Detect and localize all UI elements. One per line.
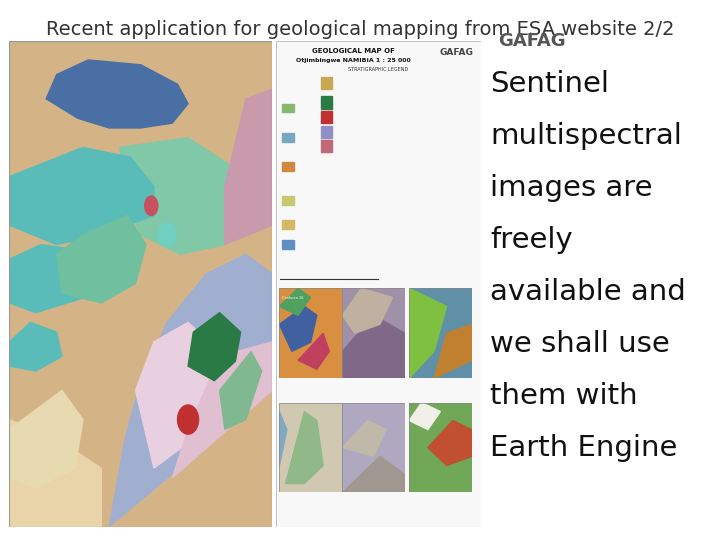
Text: GAFAG: GAFAG xyxy=(439,48,473,57)
Bar xyxy=(321,111,332,123)
Bar xyxy=(282,133,294,141)
Polygon shape xyxy=(9,147,154,245)
Bar xyxy=(282,240,294,248)
Text: available and: available and xyxy=(490,278,685,306)
Bar xyxy=(282,196,294,205)
Polygon shape xyxy=(409,288,446,378)
Polygon shape xyxy=(286,411,323,483)
Bar xyxy=(321,125,332,138)
Polygon shape xyxy=(9,322,62,371)
Text: GEOLOGICAL MAP OF: GEOLOGICAL MAP OF xyxy=(312,48,395,54)
Polygon shape xyxy=(279,411,287,465)
Polygon shape xyxy=(9,420,102,526)
Ellipse shape xyxy=(158,223,176,247)
Text: images are: images are xyxy=(490,174,652,202)
Bar xyxy=(282,220,294,229)
Bar xyxy=(282,162,294,171)
Text: we shall use: we shall use xyxy=(490,330,670,358)
Polygon shape xyxy=(343,456,405,492)
Polygon shape xyxy=(279,306,317,352)
Bar xyxy=(321,77,332,89)
Polygon shape xyxy=(135,322,225,468)
Ellipse shape xyxy=(145,196,158,215)
Polygon shape xyxy=(343,421,386,456)
Polygon shape xyxy=(9,390,83,488)
Text: STRATIGRAPHIC LEGEND: STRATIGRAPHIC LEGEND xyxy=(348,68,408,72)
Text: GAFAG: GAFAG xyxy=(498,32,566,50)
Polygon shape xyxy=(9,245,94,313)
Polygon shape xyxy=(428,421,472,465)
Polygon shape xyxy=(46,60,188,128)
Text: them with: them with xyxy=(490,382,638,410)
Polygon shape xyxy=(343,288,392,333)
Polygon shape xyxy=(220,352,261,429)
Polygon shape xyxy=(409,402,441,429)
Polygon shape xyxy=(57,215,146,303)
Polygon shape xyxy=(109,254,272,526)
Polygon shape xyxy=(94,177,125,206)
Text: Otjimbingwe NAMIBIA 1 : 25 000: Otjimbingwe NAMIBIA 1 : 25 000 xyxy=(297,57,411,63)
Ellipse shape xyxy=(178,405,199,434)
Polygon shape xyxy=(188,313,240,381)
Bar xyxy=(321,140,332,152)
Polygon shape xyxy=(343,315,405,378)
Text: multispectral: multispectral xyxy=(490,122,682,150)
Text: Cenforce 16: Cenforce 16 xyxy=(282,295,304,300)
Polygon shape xyxy=(120,138,246,254)
Bar xyxy=(282,104,294,112)
Text: freely: freely xyxy=(490,226,572,254)
Text: Sentinel: Sentinel xyxy=(490,70,609,98)
Polygon shape xyxy=(225,89,272,245)
Text: Recent application for geological mapping from ESA website 2/2: Recent application for geological mappin… xyxy=(46,20,674,39)
Polygon shape xyxy=(298,333,329,369)
Polygon shape xyxy=(434,325,472,378)
Text: Earth Engine: Earth Engine xyxy=(490,434,678,462)
Polygon shape xyxy=(279,288,310,315)
Polygon shape xyxy=(172,342,272,478)
Bar xyxy=(321,96,332,109)
